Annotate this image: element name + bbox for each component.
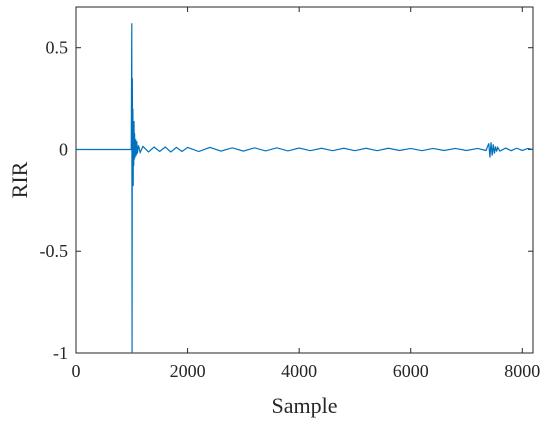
x-tick-label: 6000 <box>393 361 429 381</box>
series-group <box>76 23 534 354</box>
y-tick-labels: -1 -0.5 0 0.5 <box>40 38 69 363</box>
x-tick-label: 0 <box>72 361 81 381</box>
x-axis-title: Sample <box>272 393 338 418</box>
x-tick-label: 2000 <box>170 361 206 381</box>
x-tick-label: 8000 <box>504 361 540 381</box>
plot-frame <box>75 6 534 354</box>
y-axis-title: RIR <box>7 161 32 198</box>
y-tick-label: -1 <box>53 343 68 363</box>
y-tick-label: 0.5 <box>46 38 69 58</box>
tick-marks <box>75 7 533 354</box>
y-tick-label: -0.5 <box>40 241 69 261</box>
rir-series-line <box>76 23 534 354</box>
x-tick-label: 4000 <box>281 361 317 381</box>
x-tick-labels: 0 2000 4000 6000 8000 <box>72 361 541 381</box>
y-tick-label: 0 <box>59 139 68 159</box>
